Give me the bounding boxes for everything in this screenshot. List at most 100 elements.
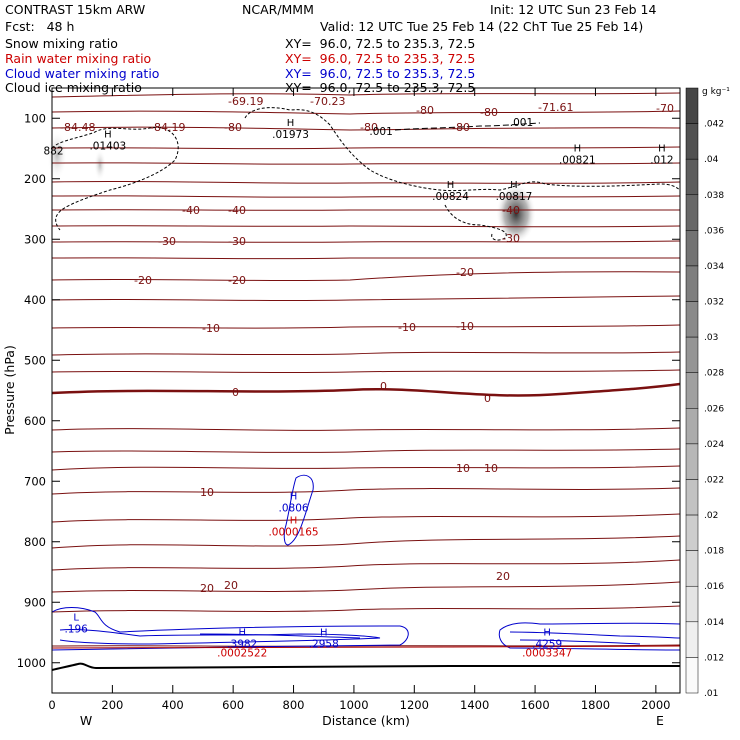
colorbar-bin-7 [685, 336, 699, 373]
y-tick-label-300: 300 [24, 232, 46, 246]
isotherm-label-m40-1: -40 [182, 204, 200, 217]
isotherm-p10 [51, 487, 681, 495]
colorbar-tick-3: .036 [704, 226, 724, 236]
isotherm-m40 [51, 209, 681, 211]
cloud-water-left-inner [59, 628, 381, 645]
isotherm-label-m80-4: -80 [360, 121, 378, 134]
init-time: Init: 12 UTC Sun 23 Feb 14 [490, 2, 657, 17]
ice-extremum-value-3: .012 [650, 155, 673, 167]
isotherms [51, 92, 681, 647]
ice-extremum-value-7: .001 [510, 117, 533, 129]
legend-rain-xy: XY= 96.0, 72.5 to 235.3, 72.5 [285, 51, 476, 66]
isotherm-label-m10-2: -10 [398, 321, 416, 334]
colorbar-tick-1: .04 [704, 155, 719, 165]
isotherm-zero [51, 382, 681, 397]
colorbar-tick-13: .016 [704, 582, 724, 592]
x-end-left: W [80, 713, 92, 728]
colorbar-tick-15: .012 [704, 653, 724, 663]
isotherm-m2 [51, 369, 681, 374]
ground-rain-line [51, 645, 681, 649]
x-tick-label-1800: 1800 [581, 698, 610, 712]
isotherm-label-8419: -84.19 [150, 121, 185, 134]
ice-extremum-hl-2: H [574, 144, 582, 155]
colorbar-tick-11: .02 [704, 511, 718, 521]
isotherm-label-m30-1: -30 [158, 235, 176, 248]
ice-extremum-hl-5: H [510, 180, 518, 191]
colorbar-bin-4 [685, 230, 699, 267]
isotherm-label-m10-3: -10 [456, 320, 474, 333]
y-tick-label-500: 500 [24, 353, 46, 367]
isotherm-label-m80-2: -80 [480, 106, 498, 119]
isotherm-m50-b [51, 195, 681, 198]
y-tick-label-400: 400 [24, 293, 46, 307]
x-end-right: E [656, 713, 664, 728]
colorbar-bin-10 [685, 443, 699, 480]
center-title: NCAR/MMM [242, 2, 314, 17]
cloud-water-extremum-value-2: .3982 [227, 639, 257, 651]
colorbar-bin-13 [685, 550, 699, 587]
y-tick-label-200: 200 [24, 172, 46, 186]
isotherm-label-p20-2: 20 [224, 579, 238, 592]
cloud-water-left-outer [51, 607, 409, 651]
isotherm-label-8448: -84.48 [60, 121, 95, 134]
colorbar-bin-3 [685, 194, 699, 231]
isotherm-p10a [51, 465, 681, 471]
ice-extremum-value-6: .001 [369, 126, 392, 138]
legend-cloudwater-label: Cloud water mixing ratio [5, 66, 160, 81]
colorbar: .042 .04 .038 .036 .034 .032 .03 .028 .026 .024 .0… [685, 87, 724, 699]
colorbar-bin-12 [685, 514, 699, 551]
isotherm-label-m30-2: -30 [228, 235, 246, 248]
isotherm-p7 [51, 448, 681, 453]
isotherm-label-zero-1: 0 [232, 386, 239, 399]
colorbar-tick-14: .014 [704, 618, 724, 628]
x-tick-label-400: 400 [162, 698, 184, 712]
ice-extremum-value-8: 882 [43, 146, 63, 158]
isotherm-m35 [51, 225, 681, 228]
isotherm-m80-b [51, 110, 681, 115]
isotherm-labels: -69.19 -70.23 -80 -80 -71.61 -70 -84.48 … [60, 95, 674, 595]
isotherm-label-m80-5: -80 [452, 121, 470, 134]
isotherm-label-p10-2: 10 [484, 462, 498, 475]
isotherm-p22 [51, 605, 681, 613]
colorbar-tick-10: .022 [704, 475, 724, 485]
model-title: CONTRAST 15km ARW [5, 2, 146, 17]
colorbar-bin-2 [685, 158, 699, 196]
ice-extremum-hl-4: H [447, 180, 455, 191]
colorbar-bin-8 [685, 372, 699, 409]
ice-extremum-value-0: .01403 [89, 141, 126, 153]
snow-contour-001 [394, 122, 541, 131]
x-axis: 0 200 400 600 800 1000 1200 1400 1600 1800 2000 [48, 88, 670, 712]
legend-snow-xy: XY= 96.0, 72.5 to 235.3, 72.5 [285, 36, 476, 51]
isotherm-m10a [51, 324, 681, 329]
forecast-hour: Fcst: 48 h [5, 19, 75, 34]
isotherm-label-m40-3: -40 [502, 204, 520, 217]
isotherm-m60-b [51, 162, 681, 165]
colorbar-tick-4: .034 [704, 262, 724, 272]
y-tick-label-900: 900 [24, 595, 46, 609]
ice-extremum-value-5: .00817 [496, 191, 533, 203]
x-tick-label-800: 800 [283, 698, 305, 712]
isotherm-p20 [51, 581, 681, 593]
isotherm-label-m70-r: -70 [656, 102, 674, 115]
colorbar-bin-5 [685, 265, 699, 302]
cloud-water-extremum-hl-2: H [238, 628, 246, 639]
y-tick-label-600: 600 [24, 414, 46, 428]
x-tick-label-1400: 1400 [460, 698, 489, 712]
colorbar-bin-9 [685, 408, 699, 445]
isotherm-label-m20-1: -20 [134, 274, 152, 287]
cloud-water-extremum-value-4: .4259 [532, 639, 562, 651]
extrema-labels: H.01403H.01973H.00821H.012H.00824H.00817… [43, 117, 673, 660]
cloud-water-center-band [199, 633, 361, 639]
isotherm-m70 [51, 126, 681, 131]
y-tick-label-100: 100 [24, 111, 46, 125]
colorbar-bin-15 [685, 621, 699, 658]
colorbar-tick-16: .01 [704, 689, 718, 699]
valid-time: Valid: 12 UTC Tue 25 Feb 14 (22 ChT Tue … [320, 19, 644, 34]
ice-extremum-hl-0: H [104, 130, 112, 141]
colorbar-tick-0: .042 [704, 120, 724, 130]
cloud-water-mid [283, 474, 314, 546]
colorbar-tick-2: .038 [704, 191, 724, 201]
snow-shade-max [496, 184, 536, 244]
cloud-water-extremum-hl-3: H [320, 628, 328, 639]
